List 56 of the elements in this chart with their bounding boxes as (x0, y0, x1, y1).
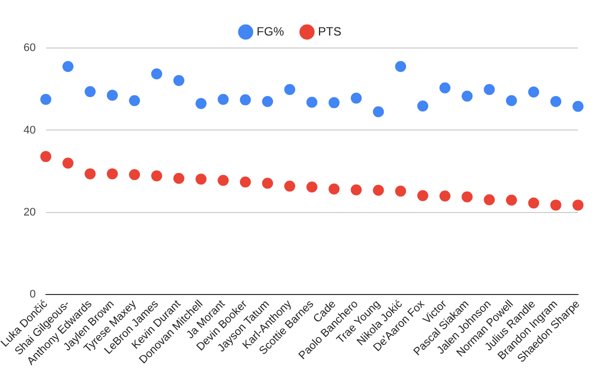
point (306, 181, 318, 192)
point (506, 95, 517, 106)
point (151, 68, 162, 80)
point (262, 96, 274, 107)
point (84, 86, 96, 98)
point (484, 84, 495, 96)
point (218, 174, 229, 186)
point (528, 86, 540, 98)
point (284, 180, 296, 192)
point (218, 94, 229, 105)
point (395, 186, 406, 197)
point (129, 169, 140, 180)
point (350, 92, 362, 104)
point (462, 90, 473, 102)
point (550, 96, 562, 107)
point (528, 198, 540, 209)
point (40, 94, 52, 105)
point (328, 184, 340, 195)
point (484, 194, 495, 206)
y-tick-label: 60 (24, 42, 36, 54)
point (506, 194, 517, 206)
point (84, 168, 96, 180)
point (106, 168, 118, 180)
legend-label: FG% (256, 24, 284, 38)
point (306, 96, 318, 108)
point (372, 184, 384, 196)
point (395, 61, 406, 72)
point (173, 74, 184, 86)
point (240, 94, 251, 106)
point (196, 174, 207, 185)
point (129, 95, 140, 106)
point (196, 98, 207, 110)
point (40, 151, 52, 162)
point (439, 82, 450, 94)
point (439, 190, 450, 202)
point (572, 100, 584, 112)
point (417, 190, 428, 202)
legend-label: PTS (318, 24, 342, 38)
point (62, 61, 74, 72)
y-tick-label: 40 (24, 124, 36, 136)
point (151, 170, 162, 182)
point (572, 200, 584, 211)
point (284, 84, 296, 96)
point (372, 106, 384, 118)
point (550, 200, 562, 211)
point (350, 184, 362, 196)
point (262, 178, 274, 189)
point (462, 191, 473, 202)
point (62, 158, 74, 169)
y-tick-label: 0 (30, 288, 36, 301)
point (417, 100, 428, 112)
point (106, 90, 118, 101)
point (328, 97, 340, 108)
y-tick-label: 20 (24, 206, 36, 218)
point (240, 176, 251, 188)
point (173, 172, 184, 184)
